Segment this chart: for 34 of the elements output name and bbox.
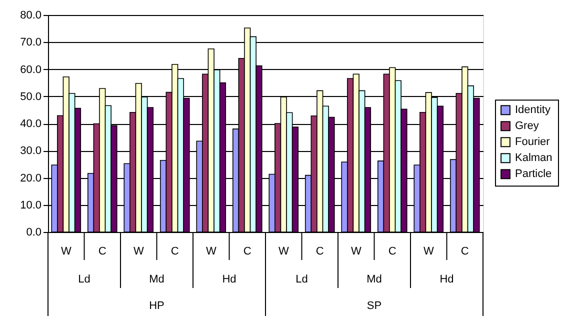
text: HP	[149, 300, 164, 312]
y-tick-label: 0.0	[26, 226, 42, 238]
text: Hd	[440, 274, 454, 286]
text: Ld	[78, 274, 90, 286]
x-tick-label: C	[316, 246, 324, 258]
legend-label: Particle	[515, 168, 552, 180]
x-tick-label: C	[388, 246, 396, 258]
x-tick-label: C	[460, 246, 469, 258]
y-tick-label: 40.0	[20, 118, 42, 130]
legend-label: Identity	[515, 104, 551, 116]
y-tick-label: 30.0	[20, 145, 42, 158]
text: Md	[149, 274, 164, 286]
x-tick-label: W	[60, 246, 72, 258]
x-tick-label: W	[350, 246, 362, 258]
x-tick-label: C	[98, 246, 106, 258]
x-tick-label: W	[278, 246, 290, 258]
legend-label: Fourier	[515, 136, 550, 148]
x-tick-label: C	[170, 246, 179, 258]
y-tick-label: 80.0	[20, 10, 42, 22]
text: Md	[366, 274, 382, 286]
y-tick-label: 20.0	[20, 172, 42, 184]
legend-label: Grey	[515, 120, 540, 132]
x-tick-label: W	[423, 246, 434, 258]
y-tick-label: 50.0	[20, 90, 42, 103]
text: SP	[366, 300, 382, 312]
x-tick-label: W	[133, 246, 144, 258]
y-tick-label: 70.0	[20, 36, 42, 49]
x-tick-label: W	[206, 246, 217, 258]
y-tick-label: 10.0	[20, 199, 42, 212]
text: Hd	[222, 274, 236, 286]
y-tick-label: 60.0	[20, 64, 42, 76]
x-tick-label: C	[243, 246, 252, 258]
text: Ld	[296, 274, 308, 286]
legend-label: Kalman	[515, 152, 552, 164]
